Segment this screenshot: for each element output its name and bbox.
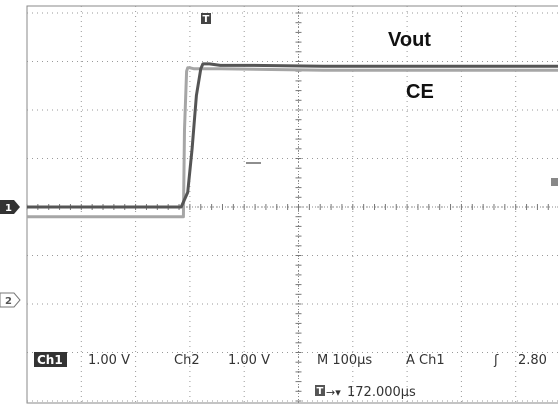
graticule-grid xyxy=(26,5,558,404)
trigger-position-marker: T xyxy=(201,13,211,25)
position-arrow-icon: →▾ xyxy=(326,386,341,399)
trigger-source-readout: A Ch1 xyxy=(406,353,445,368)
trace-vout xyxy=(27,62,558,209)
scope-readout: Ch1 1.00 V Ch2 1.00 V M 100µs A Ch1 ʃ 2.… xyxy=(34,352,547,400)
position-trigger-icon-box xyxy=(315,385,325,396)
trigger-level-marker xyxy=(551,178,558,186)
ch2-readout-label: Ch2 xyxy=(174,353,200,368)
series-label-vout: Vout xyxy=(388,29,431,51)
ch2-scale-readout: 1.00 V xyxy=(228,353,270,368)
trace-ce xyxy=(27,66,558,219)
series-label-ce: CE xyxy=(406,81,434,103)
ch1-ground-marker-text: 1 xyxy=(5,203,12,214)
ch1-scale-readout: 1.00 V xyxy=(88,353,130,368)
timebase-readout: M 100µs xyxy=(317,353,372,368)
ch2-ground-marker: 2 xyxy=(0,292,21,308)
waveform-traces xyxy=(27,62,558,219)
ch1-readout-box xyxy=(34,352,67,367)
trigger-slope-icon: ʃ xyxy=(493,353,499,368)
trigger-marker-text: T xyxy=(203,14,210,25)
position-trigger-icon-text: T xyxy=(317,386,324,397)
ch1-readout-label: Ch1 xyxy=(37,353,63,367)
ch1-ground-marker: 1 xyxy=(0,200,20,214)
ch2-ground-marker-text: 2 xyxy=(5,296,12,307)
trigger-level-readout: 2.80 xyxy=(518,353,547,368)
horizontal-position-readout: 172.000µs xyxy=(347,385,416,400)
